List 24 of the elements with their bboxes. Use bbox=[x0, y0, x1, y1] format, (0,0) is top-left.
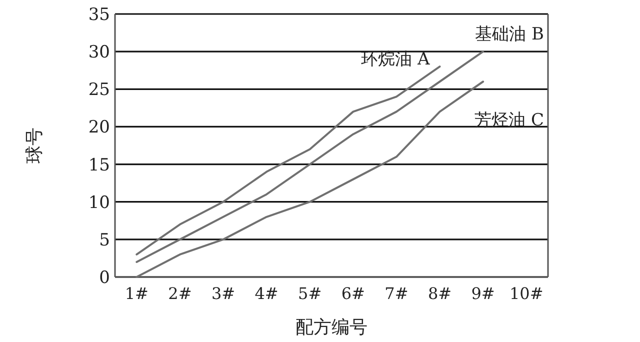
x-tick-label: 6# bbox=[341, 284, 365, 303]
y-tick-label: 5 bbox=[99, 230, 110, 250]
y-axis-title: 球号 bbox=[24, 128, 45, 164]
y-tick-label: 35 bbox=[88, 5, 110, 25]
y-tick-label: 0 bbox=[99, 268, 110, 288]
series-label: 环烷油 A bbox=[361, 50, 430, 70]
x-tick-label: 7# bbox=[384, 284, 408, 303]
x-tick-label: 8# bbox=[428, 284, 452, 303]
x-tick-label: 3# bbox=[211, 284, 236, 303]
series-label: 芳烃油 C bbox=[474, 110, 544, 131]
y-tick-label: 30 bbox=[88, 42, 110, 63]
x-tick-label: 2# bbox=[168, 284, 192, 303]
x-tick-label: 1# bbox=[124, 284, 148, 303]
series-label: 基础油 B bbox=[475, 24, 544, 45]
x-tick-label: 10# bbox=[509, 284, 544, 303]
x-tick-label: 5# bbox=[298, 284, 322, 303]
y-tick-label: 20 bbox=[88, 118, 110, 138]
y-tick-label: 10 bbox=[88, 192, 110, 213]
x-tick-label: 4# bbox=[254, 284, 278, 303]
y-tick-label: 15 bbox=[88, 155, 110, 176]
line-series bbox=[136, 66, 441, 256]
x-axis-title: 配方编号 bbox=[296, 317, 368, 338]
y-tick-label: 25 bbox=[88, 80, 110, 100]
x-tick-label: 9# bbox=[471, 284, 495, 303]
